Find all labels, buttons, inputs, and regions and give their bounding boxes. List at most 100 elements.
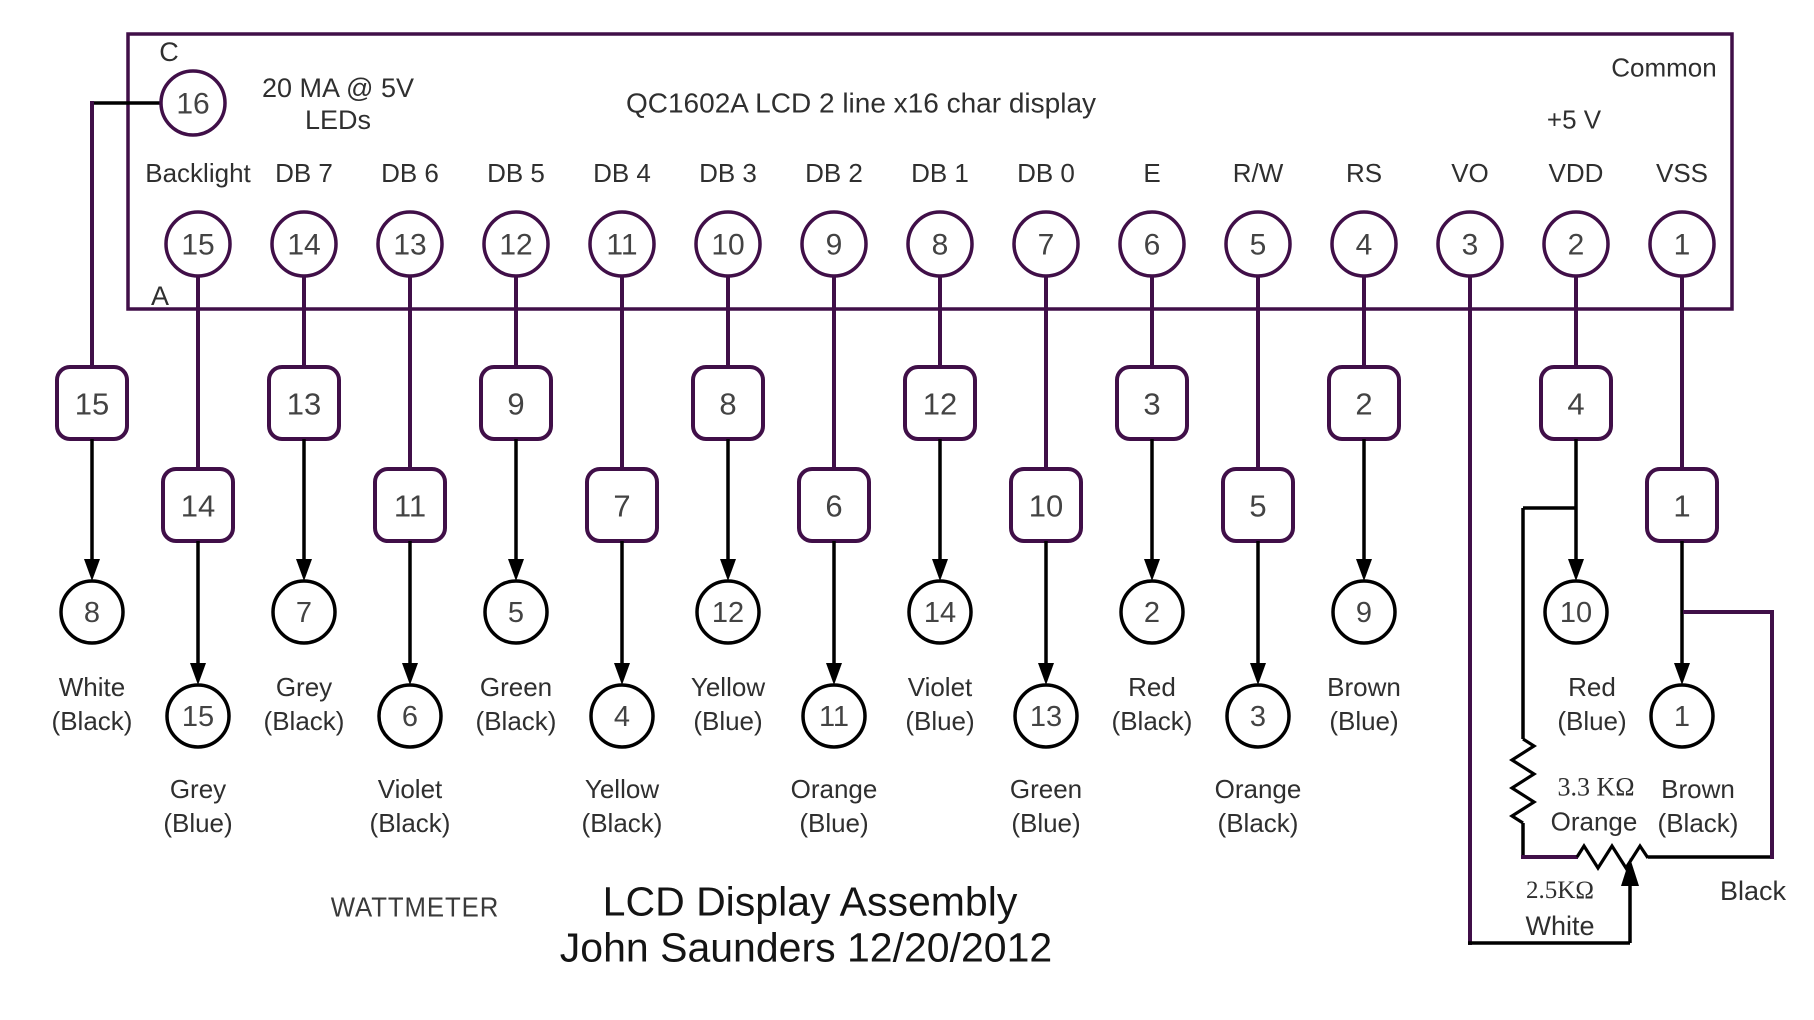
column-db-7: DB 7 14 13 7 Grey (Black) xyxy=(264,158,345,736)
column-vdd: VDD 2 4 10 Red (Blue) xyxy=(1539,158,1627,736)
led-current-note-line1: 20 MA @ 5V xyxy=(262,72,414,103)
wire-arrowhead xyxy=(1356,559,1372,581)
dest-pin-number: 10 xyxy=(1560,597,1592,629)
wire-arrowhead xyxy=(826,663,842,685)
dest-pin-number: 3 xyxy=(1250,701,1266,733)
cathode-label: C xyxy=(159,36,179,67)
signal-label: DB 1 xyxy=(911,158,969,188)
column-r-w: R/W 5 5 3 Orange (Black) xyxy=(1215,158,1302,838)
connector-pin-number: 6 xyxy=(825,489,842,524)
resistor-value-label: 3.3 KΩ xyxy=(1557,772,1635,802)
wire-arrowhead xyxy=(932,559,948,581)
lcd-pin-number: 1 xyxy=(1674,229,1691,262)
dest-pin-circle xyxy=(483,579,549,645)
wire-arrowhead xyxy=(1144,559,1160,581)
wire-arrowhead xyxy=(508,559,524,581)
lcd-pin-number: 2 xyxy=(1568,229,1585,262)
connector-pin-number: 1 xyxy=(1673,489,1690,524)
signal-label: DB 4 xyxy=(593,158,651,188)
common-label: Common xyxy=(1611,52,1717,83)
lcd-pin-number: 5 xyxy=(1250,229,1267,262)
wire-color-label: Red xyxy=(1128,672,1176,702)
wire-arrowhead xyxy=(1250,663,1266,685)
signal-label: DB 6 xyxy=(381,158,439,188)
wire-color-label: Grey xyxy=(276,672,332,702)
dest-pin-circle xyxy=(271,579,337,645)
dest-pin-circle xyxy=(801,683,867,749)
wire-arrowhead xyxy=(84,559,100,581)
led-current-note-line2: LEDs xyxy=(304,104,372,135)
wire-arrowhead xyxy=(190,663,206,685)
lcd-pin-number: 16 xyxy=(176,88,209,121)
signal-label: VSS xyxy=(1656,158,1708,188)
wire-sleeve-label: (Black) xyxy=(264,706,345,736)
wire-color-label: Yellow xyxy=(691,672,765,702)
dest-pin-circle xyxy=(1649,683,1715,749)
connector-pin-number: 8 xyxy=(719,387,736,422)
dest-pin-circle xyxy=(377,683,443,749)
column-vo: VO 3 xyxy=(1436,158,1504,945)
connector-pin-number: 12 xyxy=(923,387,957,422)
lcd-module-outline xyxy=(126,32,1734,311)
lcd-pin-number: 11 xyxy=(606,229,637,262)
wire-color-label: White xyxy=(59,672,125,702)
signal-label: Backlight xyxy=(145,158,251,188)
dest-pin-circle xyxy=(1543,579,1609,645)
dest-pin-number: 14 xyxy=(924,597,956,629)
lcd-pin-number: 3 xyxy=(1462,229,1479,262)
wire-sleeve-label: (Blue) xyxy=(905,706,974,736)
wire-sleeve-label: (Blue) xyxy=(1557,706,1626,736)
wire-color-label: Brown xyxy=(1327,672,1401,702)
resistor-3k3-zigzag xyxy=(1509,737,1537,825)
column-db-2: DB 2 9 6 11 Orange (Blue) xyxy=(791,158,878,838)
lcd-pin-number: 10 xyxy=(711,229,744,262)
column-db-1: DB 1 8 12 14 Violet (Blue) xyxy=(903,158,977,736)
signal-label: VO xyxy=(1451,158,1489,188)
signal-label: DB 5 xyxy=(487,158,545,188)
dest-pin-circle xyxy=(1013,683,1079,749)
wire-sleeve-label: (Blue) xyxy=(1329,706,1398,736)
wire-color-label: Orange xyxy=(1215,774,1302,804)
dest-pin-circle xyxy=(59,579,125,645)
column-db-6: DB 6 13 11 6 Violet (Black) xyxy=(370,158,451,838)
lcd-pin-number: 8 xyxy=(932,229,949,262)
wire-sleeve-label: (Blue) xyxy=(799,808,868,838)
supply-label: +5 V xyxy=(1546,104,1602,135)
resistor-wire-color-label: Orange xyxy=(1550,806,1638,837)
dest-pin-number: 4 xyxy=(614,701,630,733)
dest-pin-number: 15 xyxy=(182,701,214,733)
dest-pin-circle xyxy=(1119,579,1185,645)
lcd-pin-number: 15 xyxy=(181,229,214,262)
pot-wiper-wire-label: White xyxy=(1525,910,1595,941)
wire-sleeve-label: (Blue) xyxy=(163,808,232,838)
dest-pin-number: 7 xyxy=(296,597,312,629)
pot-value-label: 2.5KΩ xyxy=(1526,876,1594,904)
wire-sleeve-label: (Black) xyxy=(1658,808,1739,838)
wire-arrowhead xyxy=(614,663,630,685)
connector-pin-number: 10 xyxy=(1029,489,1063,524)
pot-2k5-zigzag xyxy=(1575,843,1650,871)
wire-color-label: Red xyxy=(1568,672,1616,702)
backlight-common-pin-group: 16 xyxy=(90,69,227,369)
connector-pin-number: 5 xyxy=(1249,489,1266,524)
lcd-pin-number: 12 xyxy=(499,229,532,262)
dest-pin-number: 11 xyxy=(819,701,849,733)
wire-arrowhead xyxy=(1674,663,1690,685)
dest-pin-number: 2 xyxy=(1144,597,1160,629)
column-db-3: DB 3 10 8 12 Yellow (Blue) xyxy=(691,158,765,736)
lcd-pin-number: 13 xyxy=(393,229,426,262)
dest-pin-number: 12 xyxy=(712,597,744,629)
dest-pin-circle xyxy=(589,683,655,749)
connector-pin-number: 4 xyxy=(1567,387,1584,422)
connector-pin-number: 9 xyxy=(507,387,524,422)
project-name: WATTMETER xyxy=(330,891,500,923)
wire-sleeve-label: (Black) xyxy=(52,706,133,736)
wire-sleeve-label: (Black) xyxy=(1218,808,1299,838)
column-db-0: DB 0 7 10 13 Green (Blue) xyxy=(1009,158,1083,838)
dest-pin-circle xyxy=(907,579,973,645)
wire-color-label: Green xyxy=(480,672,552,702)
column-e: E 6 3 2 Red (Black) xyxy=(1112,158,1193,736)
wire-sleeve-label: (Black) xyxy=(582,808,663,838)
wire-sleeve-label: (Black) xyxy=(370,808,451,838)
wire-sleeve-label: (Black) xyxy=(1112,706,1193,736)
